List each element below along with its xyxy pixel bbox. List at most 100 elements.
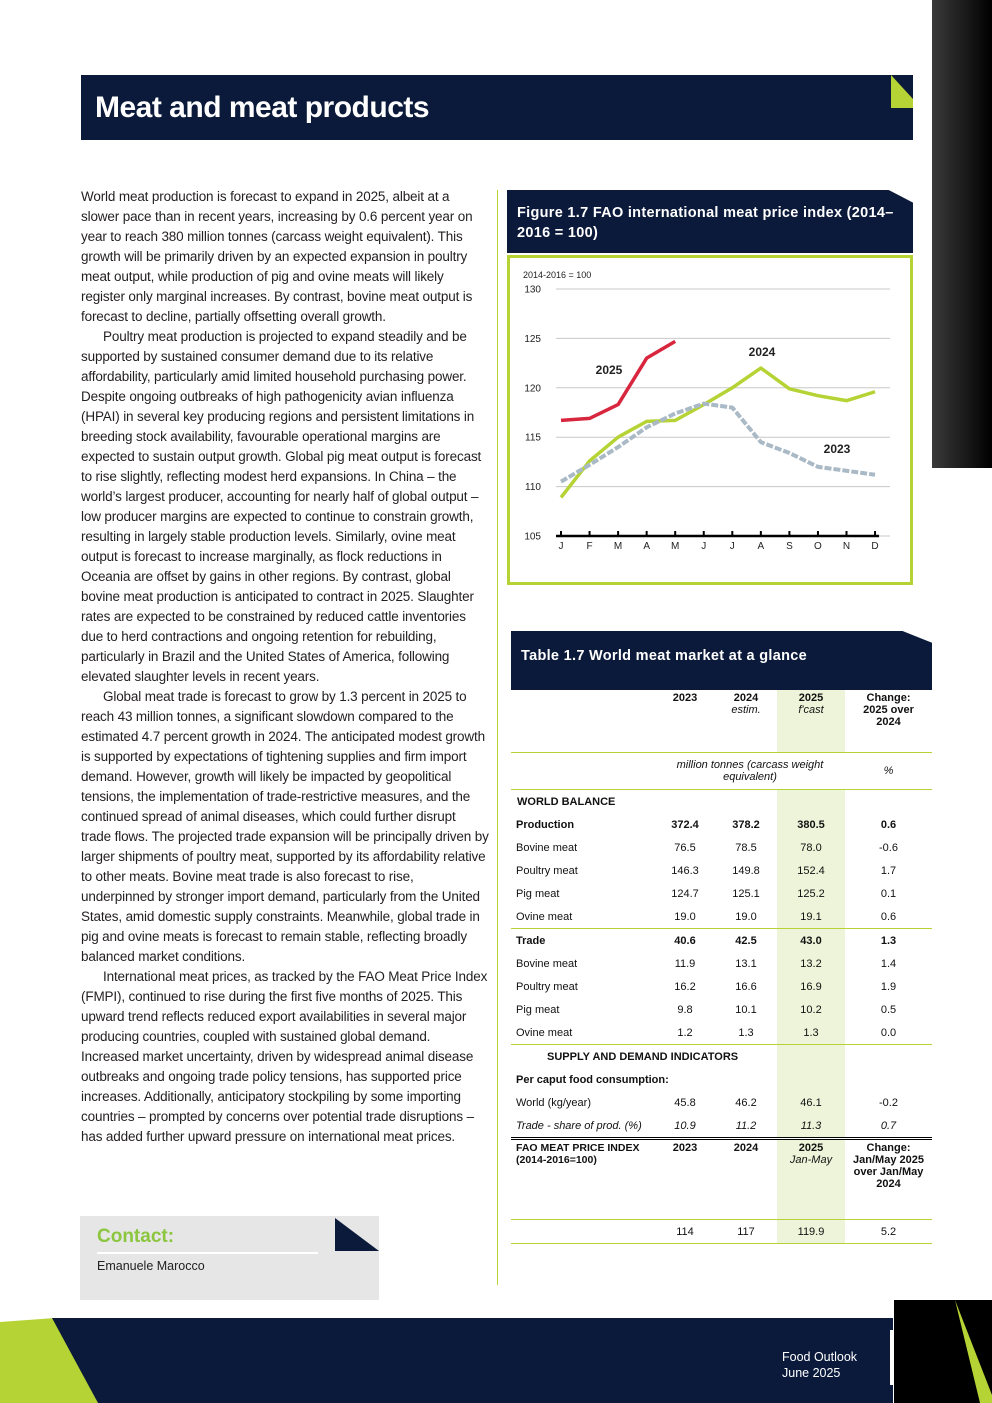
cell: 1.2 xyxy=(655,1021,715,1045)
cell: 43.0 xyxy=(777,928,845,952)
cell xyxy=(777,1044,845,1068)
cell: 372.4 xyxy=(671,818,699,831)
cell: 114 xyxy=(655,1219,715,1244)
cell: -0.6 xyxy=(879,841,898,854)
data-row: Pig meat 124.7 125.1 125.2 0.1 xyxy=(511,882,932,905)
note: Jan-May xyxy=(789,1154,833,1166)
index-header: FAO MEAT PRICE INDEX (2014-2016=100) 202… xyxy=(511,1138,932,1220)
cell: 378.2 xyxy=(732,818,760,831)
cell: 19.0 xyxy=(655,905,715,929)
data-row: Production 372.4 378.2 380.5 0.6 xyxy=(511,813,932,836)
subsection-row: Per caput food consumption: xyxy=(511,1068,932,1091)
row-label: Bovine meat xyxy=(516,841,578,854)
footer-divider xyxy=(890,1330,894,1385)
col-head: 2024 xyxy=(715,1138,777,1220)
series-line xyxy=(560,339,677,423)
title-bar: Meat and meat products xyxy=(81,75,913,140)
data-row: World (kg/year) 45.8 46.2 46.1 -0.2 xyxy=(511,1091,932,1114)
data-row: Ovine meat 19.0 19.0 19.1 0.6 xyxy=(511,905,932,929)
section: WORLD BALANCE xyxy=(517,795,616,808)
contact-corner xyxy=(335,1218,379,1251)
page-stripe xyxy=(955,1300,992,1403)
x-tick-label: A xyxy=(643,541,650,552)
page-title: Meat and meat products xyxy=(95,91,430,124)
year: 2025 xyxy=(798,692,824,704)
cell: 0.5 xyxy=(880,1003,897,1016)
series-line xyxy=(559,366,876,499)
x-tick-label: J xyxy=(701,541,706,552)
data-row: Trade 40.6 42.5 43.0 1.3 xyxy=(511,928,932,952)
y-tick-label: 120 xyxy=(524,383,541,394)
row-label: Poultry meat xyxy=(516,864,578,877)
y-axis-label: 2014-2016 = 100 xyxy=(523,270,591,280)
footer-green xyxy=(0,1318,98,1403)
data-row: Bovine meat 76.5 78.5 78.0 -0.6 xyxy=(511,836,932,859)
units: % xyxy=(845,752,932,790)
x-tick-label: N xyxy=(843,541,850,552)
cell: 76.5 xyxy=(674,841,696,854)
col-head: Change: 2025 over 2024 xyxy=(845,690,932,753)
y-tick-label: 115 xyxy=(525,433,541,444)
index-label: FAO MEAT PRICE INDEX (2014-2016=100) xyxy=(511,1138,655,1220)
publication: Food Outlook xyxy=(782,1350,858,1364)
page-block xyxy=(894,1300,992,1403)
cell: 40.6 xyxy=(674,934,696,947)
cell xyxy=(845,790,932,814)
contact-heading: Contact: xyxy=(97,1226,175,1247)
cell xyxy=(777,1068,845,1091)
cell xyxy=(845,1068,932,1091)
cell: 124.7 xyxy=(671,887,699,900)
section-row: WORLD BALANCE xyxy=(511,789,932,814)
cell: 42.5 xyxy=(735,934,757,947)
cell: 78.5 xyxy=(735,841,757,854)
cell: 16.9 xyxy=(777,975,845,998)
cell: 0.6 xyxy=(845,905,932,929)
cell: 5.2 xyxy=(845,1219,932,1244)
data-row: Poultry meat 146.3 149.8 152.4 1.7 xyxy=(511,859,932,882)
cell: 1.7 xyxy=(880,864,897,877)
year: 2024 xyxy=(733,692,759,704)
cell: 46.1 xyxy=(777,1091,845,1114)
year: 2023 xyxy=(672,692,698,704)
chart: 2014-2016 = 100 105 110 115 120 125 130 J F M A M J J… xyxy=(523,270,890,552)
cell: -0.2 xyxy=(879,1096,898,1109)
x-tick-label: M xyxy=(614,541,622,552)
series-label: 2023 xyxy=(824,442,851,456)
table-title: Table 1.7 World meat market at a glance xyxy=(511,631,932,690)
corner-triangle xyxy=(891,75,913,108)
footer-text: Food Outlook June 2025 xyxy=(782,1349,857,1381)
x-tick-label: A xyxy=(758,541,765,552)
cell xyxy=(511,752,655,790)
cell: 119.9 xyxy=(777,1219,845,1244)
cell xyxy=(845,1045,932,1069)
cell: 13.1 xyxy=(735,957,757,970)
row-label: Bovine meat xyxy=(516,957,578,970)
date: June 2025 xyxy=(782,1366,841,1380)
cell: 0.6 xyxy=(880,818,897,831)
row-label: Ovine meat xyxy=(511,905,655,929)
corner-mark xyxy=(891,75,913,108)
row-label: Pig meat xyxy=(516,1003,560,1016)
cell: 13.2 xyxy=(777,952,845,975)
cell: 0.0 xyxy=(845,1021,932,1045)
cell: 1.4 xyxy=(880,957,897,970)
cell: 146.3 xyxy=(671,864,699,877)
row-label: World (kg/year) xyxy=(516,1096,591,1109)
section-row: SUPPLY AND DEMAND INDICATORS xyxy=(511,1044,932,1069)
contact-name: Emanuele Marocco xyxy=(97,1259,205,1273)
paragraph: International meat prices, as tracked by… xyxy=(81,969,488,1144)
data-row: Poultry meat 16.2 16.6 16.9 1.9 xyxy=(511,975,932,998)
col-head: 2023 xyxy=(655,1138,715,1220)
body-text: World meat production is forecast to exp… xyxy=(81,187,489,1147)
year: 2025 xyxy=(798,1142,824,1154)
col-head: 2024 estim. xyxy=(715,690,777,753)
cell xyxy=(511,1219,655,1244)
x-tick-label: S xyxy=(786,541,793,552)
cell: 11.3 xyxy=(777,1114,845,1140)
cell: 10.1 xyxy=(735,1003,757,1016)
row-label: Ovine meat xyxy=(511,1021,655,1045)
series-line xyxy=(559,401,876,484)
x-tick-label: J xyxy=(559,541,564,552)
col-head: 2025 Jan-May xyxy=(777,1138,845,1220)
cell: 125.2 xyxy=(777,882,845,905)
